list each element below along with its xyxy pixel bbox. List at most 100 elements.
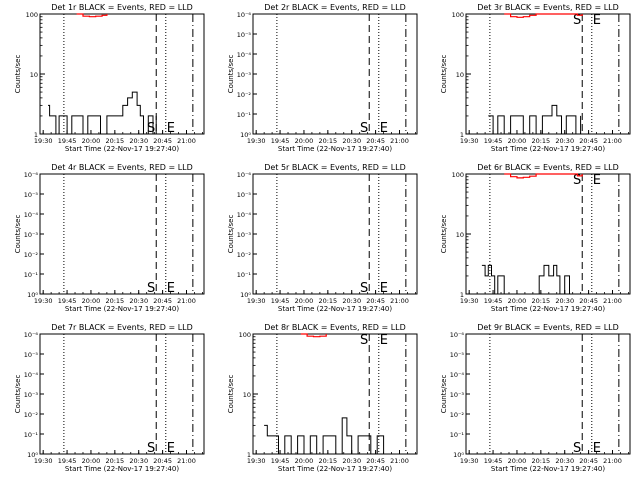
y-tick-label: 10⁻⁶ bbox=[237, 11, 252, 19]
y-tick-label: 1 bbox=[460, 131, 464, 139]
chart-title: Det 4r BLACK = Events, RED = LLD bbox=[51, 163, 193, 172]
time-marker-label: E bbox=[380, 333, 388, 348]
x-tick-label: 20:00 bbox=[508, 137, 527, 145]
x-tick-label: 20:15 bbox=[105, 297, 124, 305]
x-tick-label: 19:30 bbox=[34, 137, 53, 145]
x-tick-label: 19:30 bbox=[460, 297, 479, 305]
x-tick-label: 20:00 bbox=[295, 457, 314, 465]
y-tick-label: 1 bbox=[247, 451, 251, 459]
x-tick-label: 20:45 bbox=[153, 457, 172, 465]
plot-frame bbox=[39, 333, 205, 455]
x-tick-label: 19:45 bbox=[484, 297, 503, 305]
y-tick-label: 100 bbox=[239, 331, 251, 339]
x-tick-label: 20:15 bbox=[318, 297, 337, 305]
chart-title: Det 5r BLACK = Events, RED = LLD bbox=[264, 163, 406, 172]
y-tick-label: 10⁻⁵ bbox=[24, 351, 39, 359]
x-tick-label: 19:45 bbox=[271, 137, 290, 145]
y-tick-label: 10 bbox=[30, 71, 38, 79]
x-tick-label: 20:00 bbox=[508, 297, 527, 305]
x-tick-label: 20:00 bbox=[295, 137, 314, 145]
x-tick-label: 19:45 bbox=[58, 297, 77, 305]
y-axis-label: Counts/sec bbox=[14, 375, 22, 414]
x-tick-label: 20:45 bbox=[366, 137, 385, 145]
plot-frame bbox=[39, 173, 205, 295]
events-series-line bbox=[481, 264, 570, 295]
chart-title: Det 7r BLACK = Events, RED = LLD bbox=[51, 323, 193, 332]
y-tick-label: 10 bbox=[456, 231, 464, 239]
lld-series-line bbox=[504, 13, 583, 18]
y-tick-label: 10⁻⁶ bbox=[237, 171, 252, 179]
time-marker-label: S bbox=[147, 121, 155, 136]
lld-series-line bbox=[504, 173, 583, 179]
x-tick-label: 21:00 bbox=[177, 457, 196, 465]
time-marker-label: E bbox=[167, 121, 175, 136]
y-axis-label: Counts/sec bbox=[227, 55, 235, 94]
x-tick-label: 21:00 bbox=[390, 137, 409, 145]
plot-frame bbox=[465, 173, 631, 295]
y-tick-label: 10⁻⁴ bbox=[24, 371, 39, 379]
x-tick-label: 19:30 bbox=[34, 297, 53, 305]
y-tick-label: 10⁻¹ bbox=[237, 271, 252, 279]
y-tick-label: 1 bbox=[460, 291, 464, 299]
x-tick-label: 19:45 bbox=[484, 137, 503, 145]
y-tick-label: 10 bbox=[456, 71, 464, 79]
x-tick-label: 19:30 bbox=[247, 457, 266, 465]
chart-title: Det 2r BLACK = Events, RED = LLD bbox=[264, 3, 406, 12]
y-tick-label: 100 bbox=[452, 11, 464, 19]
time-marker-label: E bbox=[593, 173, 601, 188]
x-tick-label: 19:30 bbox=[247, 137, 266, 145]
y-tick-label: 10⁻⁴ bbox=[450, 371, 465, 379]
x-tick-label: 20:00 bbox=[82, 457, 101, 465]
y-tick-label: 10⁻⁴ bbox=[237, 211, 252, 219]
time-marker-label: S bbox=[573, 173, 581, 188]
x-tick-label: 20:45 bbox=[579, 297, 598, 305]
y-tick-label: 10⁰ bbox=[27, 291, 38, 299]
x-tick-label: 20:45 bbox=[366, 457, 385, 465]
y-tick-label: 10⁻⁶ bbox=[450, 331, 465, 339]
y-tick-label: 10⁰ bbox=[240, 131, 251, 139]
chart-title: Det 8r BLACK = Events, RED = LLD bbox=[264, 323, 406, 332]
x-axis-label: Start Time (22-Nov-17 19:27:40) bbox=[491, 305, 605, 313]
y-tick-label: 10⁻¹ bbox=[24, 431, 39, 439]
x-tick-label: 21:00 bbox=[603, 457, 622, 465]
x-tick-label: 21:00 bbox=[390, 457, 409, 465]
time-marker-label: S bbox=[573, 441, 581, 456]
x-tick-label: 20:45 bbox=[366, 297, 385, 305]
y-tick-label: 10⁻² bbox=[24, 411, 39, 419]
y-axis-label: Counts/sec bbox=[227, 215, 235, 254]
time-marker-label: E bbox=[380, 121, 388, 136]
y-tick-label: 10⁻⁴ bbox=[24, 211, 39, 219]
x-tick-label: 19:30 bbox=[460, 137, 479, 145]
x-tick-label: 19:45 bbox=[58, 137, 77, 145]
x-tick-label: 20:30 bbox=[129, 137, 148, 145]
x-tick-label: 20:15 bbox=[531, 457, 550, 465]
x-tick-label: 20:15 bbox=[531, 137, 550, 145]
x-tick-label: 20:30 bbox=[129, 297, 148, 305]
y-tick-label: 10⁻³ bbox=[237, 71, 252, 79]
x-tick-label: 20:00 bbox=[295, 297, 314, 305]
lld-series-line bbox=[300, 333, 327, 338]
x-tick-label: 19:30 bbox=[247, 297, 266, 305]
y-tick-label: 10⁰ bbox=[453, 451, 464, 459]
y-axis-label: Counts/sec bbox=[14, 215, 22, 254]
y-tick-label: 10⁰ bbox=[240, 291, 251, 299]
y-tick-label: 10⁻² bbox=[237, 251, 252, 259]
time-marker-label: S bbox=[147, 441, 155, 456]
x-tick-label: 20:45 bbox=[579, 457, 598, 465]
x-tick-label: 21:00 bbox=[177, 297, 196, 305]
x-tick-label: 20:30 bbox=[342, 297, 361, 305]
plot-frame bbox=[465, 333, 631, 455]
x-tick-label: 20:45 bbox=[153, 297, 172, 305]
x-tick-label: 19:45 bbox=[58, 457, 77, 465]
time-marker-label: S bbox=[360, 333, 368, 348]
y-tick-label: 10⁻³ bbox=[450, 391, 465, 399]
time-marker-label: E bbox=[380, 281, 388, 296]
y-tick-label: 10⁻⁵ bbox=[237, 31, 252, 39]
x-tick-label: 19:30 bbox=[460, 457, 479, 465]
time-marker-label: S bbox=[360, 281, 368, 296]
x-tick-label: 20:30 bbox=[555, 137, 574, 145]
x-tick-label: 21:00 bbox=[177, 137, 196, 145]
x-tick-label: 20:45 bbox=[153, 137, 172, 145]
plot-frame bbox=[252, 13, 418, 135]
x-tick-label: 21:00 bbox=[390, 297, 409, 305]
